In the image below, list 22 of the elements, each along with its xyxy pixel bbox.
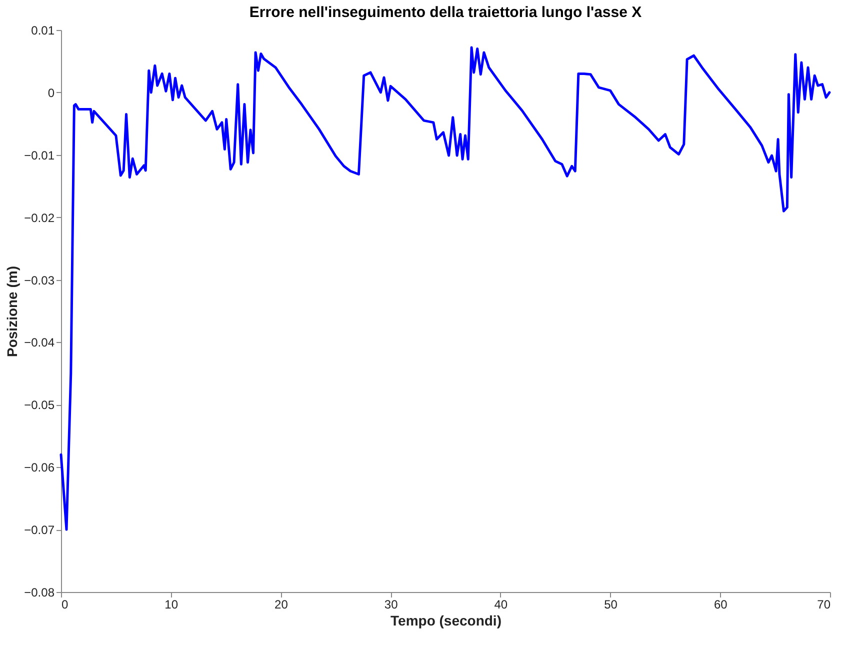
x-axis-title: Tempo (secondi) (390, 612, 502, 628)
y-tick-label: −0.08 (24, 586, 55, 600)
y-tick-label: 0 (48, 86, 55, 100)
y-axis-title: Posizione (m) (4, 266, 20, 358)
x-tick-label: 20 (274, 598, 288, 612)
chart-title: Errore nell'inseguimento della traiettoria lungo l'asse X (249, 4, 642, 21)
y-tick-label: −0.06 (24, 460, 55, 475)
x-tick-label: 50 (604, 598, 618, 612)
x-tick-label: 40 (494, 598, 508, 612)
y-tick-label: −0.03 (24, 273, 55, 288)
y-tick-label: −0.01 (24, 148, 55, 162)
y-tick-label: −0.05 (24, 398, 55, 412)
x-tick-label: 10 (164, 598, 178, 612)
x-tick-label: 30 (384, 598, 398, 612)
y-tick-label: 0.01 (31, 24, 55, 38)
line-series (60, 46, 831, 531)
x-tick-label: 60 (714, 598, 728, 612)
x-tick-label: 70 (817, 598, 831, 612)
y-tick-label: −0.04 (24, 336, 55, 350)
x-tick-label: 0 (62, 598, 68, 612)
y-tick-label: −0.07 (24, 523, 55, 538)
y-tick-label: −0.02 (24, 210, 55, 225)
